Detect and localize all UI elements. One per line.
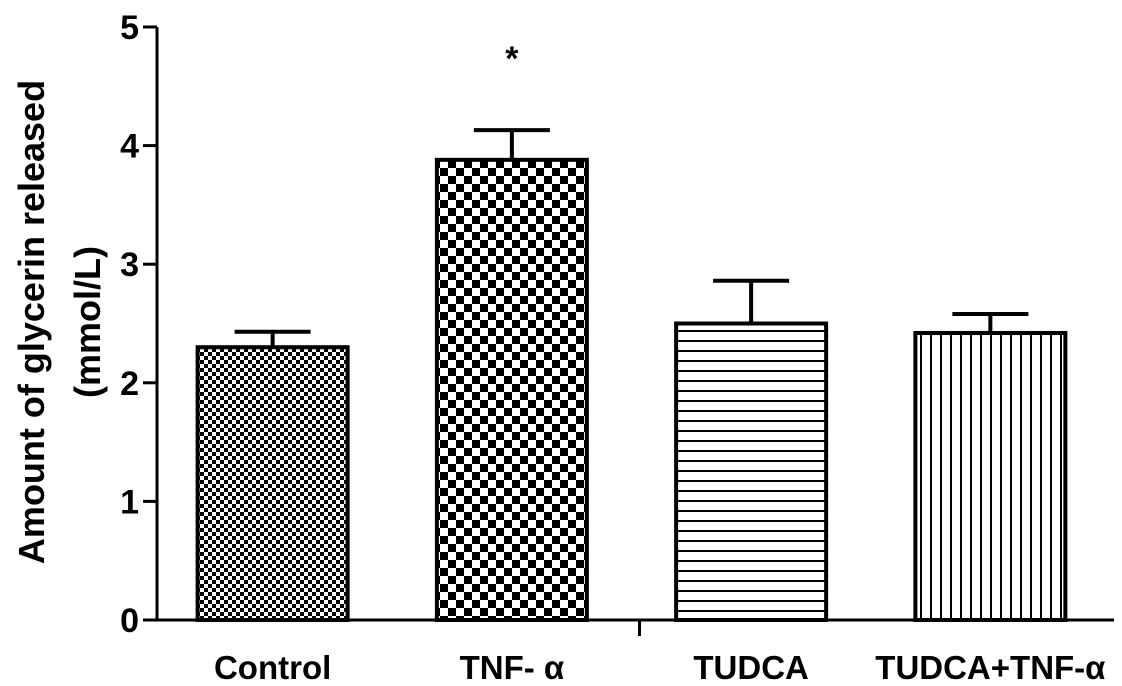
y-tick-label: 1 <box>120 483 139 521</box>
y-tick-label: 4 <box>120 128 139 166</box>
y-tick-label: 2 <box>120 365 139 403</box>
y-tick-label: 0 <box>120 602 139 640</box>
y-axis-title-line1: Amount of glycerin released <box>11 80 52 564</box>
x-category-label: TUDCA+TNF-α <box>875 649 1105 686</box>
y-tick-label: 3 <box>120 246 139 284</box>
x-category-label: Control <box>214 649 331 686</box>
y-axis-title: Amount of glycerin released (mmol/L) <box>11 80 108 564</box>
bar <box>913 330 1068 622</box>
bar <box>434 157 589 622</box>
x-category-label: TNF- α <box>460 649 565 686</box>
y-axis-title-line2: (mmol/L) <box>67 246 108 398</box>
significance-marker: * <box>505 40 519 78</box>
bars-group <box>195 128 1068 622</box>
bar <box>674 321 829 622</box>
y-tick-label: 5 <box>120 9 139 47</box>
labels-group: 0 1 2 3 4 5 Control TNF- α * TUDCA TUDCA+TNF-α <box>120 9 1105 686</box>
bar <box>195 345 350 622</box>
x-category-label: TUDCA <box>693 649 808 686</box>
